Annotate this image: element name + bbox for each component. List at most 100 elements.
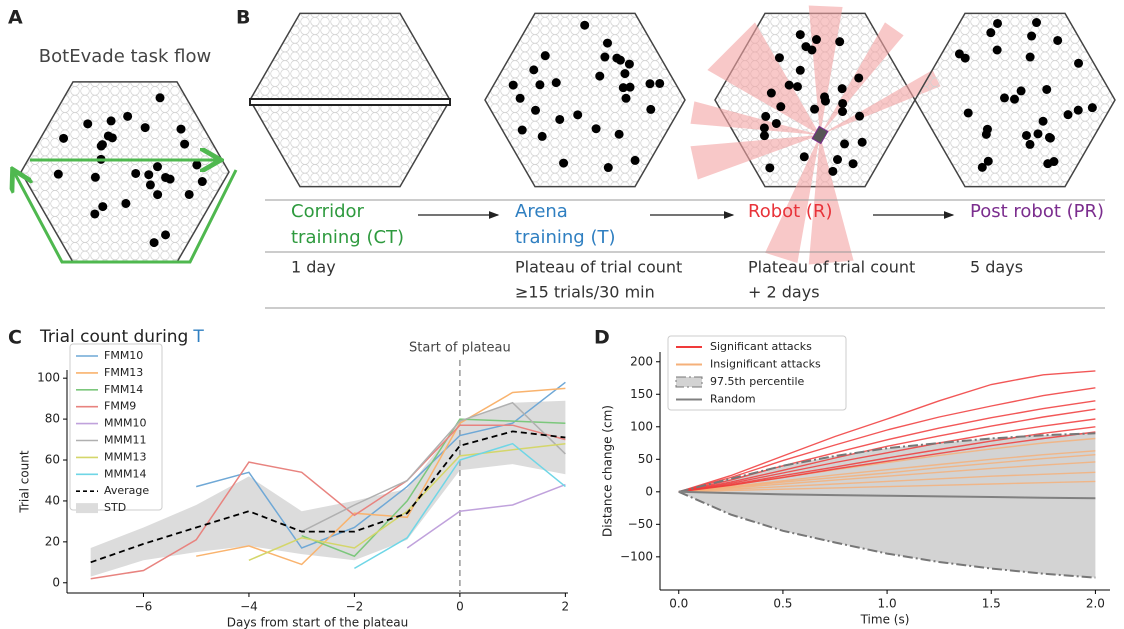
y-tick-label: 40 — [45, 493, 60, 507]
obstacle — [963, 108, 973, 118]
legend-label: Significant attacks — [710, 340, 812, 353]
series-line — [354, 442, 566, 570]
obstacle — [848, 159, 858, 169]
obstacle — [614, 129, 624, 139]
panel-label: C — [8, 327, 22, 349]
attack-line — [678, 431, 1096, 493]
attack-line — [678, 387, 1096, 493]
robot-ray — [820, 70, 941, 135]
y-tick-label: 80 — [45, 412, 60, 426]
obstacle — [103, 131, 113, 141]
obstacle — [540, 51, 550, 61]
series-line — [301, 401, 566, 533]
panel-label: A — [8, 7, 23, 29]
obstacle — [192, 160, 202, 170]
obstacle — [954, 49, 964, 59]
obstacle — [612, 53, 622, 63]
y-axis-label: Distance change (cm) — [601, 405, 615, 537]
obstacle — [761, 111, 771, 121]
obstacle — [123, 111, 133, 121]
annotation: Start of plateau — [409, 341, 511, 356]
percentile-line — [678, 432, 1096, 493]
obstacle — [161, 230, 171, 240]
obstacle — [620, 69, 630, 79]
y-tick-label: 0 — [52, 575, 60, 589]
obstacle — [854, 73, 864, 83]
x-tick-label: 1.5 — [982, 597, 1001, 611]
obstacle — [1027, 31, 1037, 41]
obstacle — [810, 104, 820, 114]
obstacle — [1025, 52, 1035, 62]
obstacle — [986, 28, 996, 38]
obstacle — [630, 155, 640, 165]
obstacle — [600, 52, 610, 62]
obstacle — [1009, 94, 1019, 104]
obstacle — [1032, 18, 1042, 28]
stage-duration: Plateau of trial count — [515, 258, 682, 277]
obstacle — [140, 123, 150, 133]
obstacle — [515, 93, 525, 103]
stage-name: Post robot (PR) — [970, 201, 1104, 222]
legend-label: MMM14 — [104, 467, 146, 480]
legend-label: 97.5th percentile — [710, 375, 805, 388]
obstacle — [801, 42, 811, 52]
obstacle — [559, 158, 569, 168]
robot — [811, 125, 829, 145]
obstacle — [999, 93, 1009, 103]
obstacle — [1087, 103, 1097, 113]
attack-line — [678, 450, 1096, 493]
obstacle — [90, 172, 100, 182]
legend-label: MMM10 — [104, 417, 146, 430]
obstacle — [155, 93, 165, 103]
obstacle — [517, 125, 527, 135]
obstacle — [603, 38, 613, 48]
x-axis-label: Days from start of the plateau — [227, 616, 409, 629]
attack-line — [678, 370, 1096, 493]
series-line — [196, 387, 566, 566]
std-band — [90, 400, 566, 577]
x-tick-label: −6 — [135, 600, 153, 614]
obstacle — [1074, 58, 1084, 68]
panel-label: D — [594, 327, 610, 349]
x-tick-label: −4 — [240, 600, 258, 614]
obstacle — [1025, 139, 1035, 149]
chart-title: Trial count during — [39, 327, 188, 347]
obstacle — [106, 116, 116, 126]
attack-line — [678, 454, 1096, 493]
x-tick-label: −2 — [346, 600, 364, 614]
obstacle — [96, 141, 106, 151]
legend-label: FMM10 — [104, 349, 143, 362]
x-axis-label: Time (s) — [860, 613, 910, 627]
stage-name: training (T) — [515, 227, 616, 248]
arena — [484, 12, 686, 188]
obstacle — [828, 166, 838, 176]
obstacle — [833, 155, 843, 165]
obstacle — [508, 80, 518, 90]
obstacle — [176, 124, 186, 134]
stage-name: Robot (R) — [748, 201, 832, 222]
y-tick-label: 60 — [45, 453, 60, 467]
obstacle — [993, 18, 1003, 28]
stage-duration: 1 day — [291, 258, 336, 277]
obstacle — [90, 209, 100, 219]
obstacle — [992, 45, 1002, 55]
robot-ray — [690, 135, 820, 180]
obstacle — [53, 169, 63, 179]
legend-box — [667, 335, 847, 411]
obstacle — [144, 170, 154, 180]
y-tick-label: −100 — [620, 549, 653, 563]
obstacle — [184, 189, 194, 199]
arena-diagrams — [20, 5, 1116, 265]
obstacle — [795, 65, 805, 75]
attack-line — [678, 400, 1096, 493]
y-axis-label: Trial count — [18, 450, 32, 513]
obstacle — [625, 82, 635, 92]
obstacle — [624, 59, 634, 69]
obstacle — [149, 238, 159, 248]
obstacle — [591, 124, 601, 134]
x-tick-label: 0 — [456, 600, 464, 614]
obstacle — [1073, 105, 1083, 115]
x-tick-label: 2 — [562, 600, 570, 614]
obstacle — [784, 80, 794, 90]
